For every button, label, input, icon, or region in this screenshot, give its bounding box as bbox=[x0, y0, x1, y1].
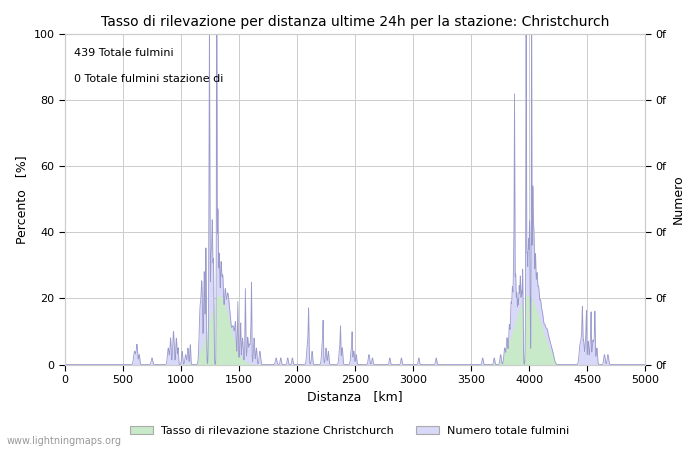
Text: 439 Totale fulmini: 439 Totale fulmini bbox=[74, 48, 174, 58]
Text: 0 Totale fulmini stazione di: 0 Totale fulmini stazione di bbox=[74, 74, 223, 84]
Title: Tasso di rilevazione per distanza ultime 24h per la stazione: Christchurch: Tasso di rilevazione per distanza ultime… bbox=[101, 15, 609, 29]
X-axis label: Distanza   [km]: Distanza [km] bbox=[307, 391, 402, 404]
Y-axis label: Numero: Numero bbox=[672, 175, 685, 224]
Legend: Tasso di rilevazione stazione Christchurch, Numero totale fulmini: Tasso di rilevazione stazione Christchur… bbox=[126, 421, 574, 440]
Text: www.lightningmaps.org: www.lightningmaps.org bbox=[7, 436, 122, 446]
Y-axis label: Percento   [%]: Percento [%] bbox=[15, 155, 28, 244]
